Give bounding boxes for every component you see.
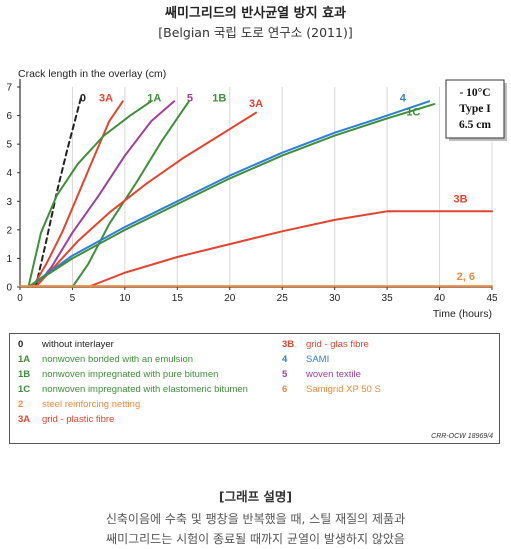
legend-item-4: 2 steel reinforcing netting — [18, 399, 140, 410]
x-tick-label-20: 20 — [224, 293, 236, 304]
legend-text: steel reinforcing netting — [42, 399, 141, 410]
legend-item-5: 3A grid - plastic fibre — [18, 414, 114, 425]
y-axis-title: Crack length in the overlay (cm) — [18, 68, 166, 80]
series-label-7: 4 — [400, 92, 407, 104]
legend-text: grid - plastic fibre — [42, 414, 115, 425]
series-label-3: 5 — [187, 92, 193, 104]
legend-code: 1C — [18, 384, 31, 395]
description-title: [그래프 설명] — [218, 489, 293, 504]
legend-item-7: 4 SAMI — [282, 354, 329, 365]
page-title: 쌔미그리드의 반사균열 방지 효과 — [164, 6, 347, 21]
series-label-0: 0 — [80, 92, 86, 104]
description-line-2: 쌔미그리드는 시험이 종료될 때까지 균열이 발생하지 않았음 — [106, 532, 405, 546]
legend-item-9: 6 Samigrid XP 50 S — [282, 384, 381, 395]
y-tick-label-1: 1 — [6, 254, 12, 265]
x-tick-label-30: 30 — [329, 293, 341, 304]
legend-item-8: 5 woven textile — [282, 369, 361, 380]
series-label-8: 1C — [406, 107, 420, 119]
legend-code: 6 — [282, 384, 288, 395]
series-label-1: 3A — [99, 92, 113, 104]
legend-code: 3A — [18, 414, 31, 425]
legend-reference-code: CRR-OCW 18969/4 — [431, 433, 493, 440]
y-tick-label-5: 5 — [6, 140, 12, 151]
y-tick-label-2: 2 — [6, 225, 12, 236]
condition-text-1: Type I — [459, 103, 491, 115]
series-line-8 — [27, 103, 436, 288]
condition-text-2: 6.5 cm — [459, 119, 491, 131]
series-line-4 — [71, 100, 190, 288]
legend-item-2: 1B nonwoven impregnated with pure bitumen — [18, 369, 218, 380]
legend-item-1: 1A nonwoven bonded with an emulsion — [18, 354, 193, 365]
series-label-4: 1B — [212, 92, 226, 104]
legend-code: 2 — [18, 399, 24, 410]
series-line-6 — [87, 210, 493, 288]
series-label-5: 3A — [249, 98, 263, 110]
x-tick-label-35: 35 — [382, 293, 394, 304]
x-tick-label-40: 40 — [434, 293, 446, 304]
legend-text: woven textile — [306, 369, 361, 380]
legend-item-3: 1C nonwoven impregnated with elastomeric … — [18, 384, 248, 395]
series-line-1 — [31, 100, 124, 288]
page-subtitle: [Belgian 국립 도로 연구소 (2011)] — [158, 25, 353, 40]
legend-text: nonwoven impregnated with elastomeric bi… — [42, 384, 248, 395]
y-tick-label-7: 7 — [6, 83, 12, 94]
y-tick-label-4: 4 — [6, 168, 12, 179]
x-axis-title: Time (hours) — [433, 308, 492, 320]
series-line-3 — [34, 100, 176, 288]
legend-text: without interlayer — [42, 339, 114, 350]
condition-box — [445, 79, 505, 139]
legend-code: 0 — [18, 339, 24, 350]
legend-box: 0 without interlayer 1A nonwoven bonded wit… — [9, 333, 500, 444]
series-label-6: 3B — [454, 194, 468, 206]
series-line-2 — [27, 100, 153, 288]
series-line-0 — [34, 97, 82, 288]
x-tick-label-0: 0 — [17, 293, 23, 304]
legend-text: grid - glas fibre — [306, 339, 369, 350]
legend-code: 1A — [18, 354, 31, 365]
legend-text: Samigrid XP 50 S — [306, 384, 381, 395]
y-tick-label-3: 3 — [6, 197, 12, 208]
description-line-1: 신축이음에 수축 및 팽창을 반복했을 때, 스틸 재질의 제품과 — [105, 512, 406, 526]
series-line-7 — [27, 100, 431, 288]
legend-code: 3B — [282, 339, 295, 350]
legend-text: SAMI — [306, 354, 330, 365]
y-tick-label-0: 0 — [6, 283, 12, 294]
x-tick-label-25: 25 — [277, 293, 289, 304]
series-label-9: 2, 6 — [457, 271, 475, 283]
legend-text: nonwoven impregnated with pure bitumen — [42, 369, 219, 380]
y-tick-label-6: 6 — [6, 111, 12, 122]
series-line-5 — [34, 111, 257, 288]
legend-code: 1B — [18, 369, 31, 380]
condition-text-0: - 10°C — [459, 87, 490, 99]
legend-text: nonwoven bonded with an emulsion — [42, 354, 194, 365]
x-tick-label-5: 5 — [70, 293, 76, 304]
legend-code: 5 — [282, 369, 288, 380]
x-tick-label-10: 10 — [119, 293, 131, 304]
legend-item-0: 0 without interlayer — [18, 339, 114, 350]
legend-code: 4 — [282, 354, 288, 365]
x-tick-label-15: 15 — [172, 293, 184, 304]
legend-item-6: 3B grid - glas fibre — [282, 339, 369, 350]
x-tick-label-45: 45 — [486, 293, 498, 304]
series-label-2: 1A — [147, 92, 161, 104]
